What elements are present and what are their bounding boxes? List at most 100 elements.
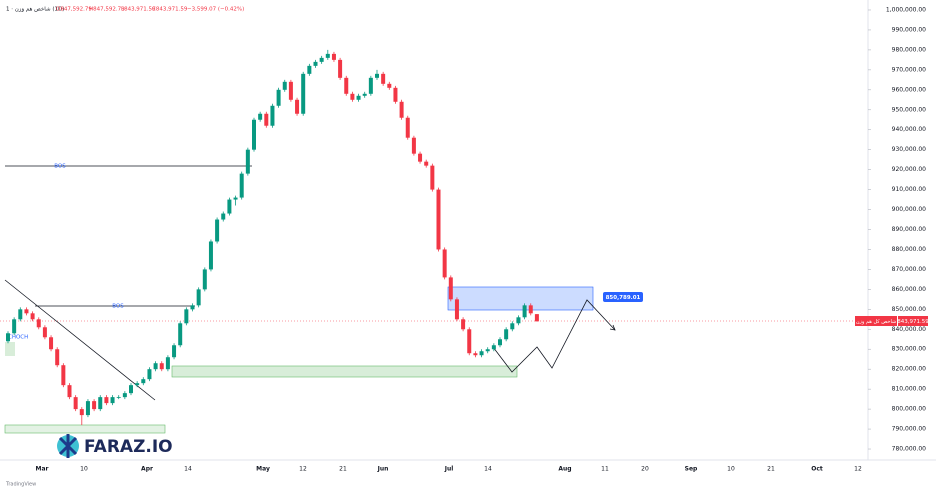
candle-body bbox=[129, 385, 133, 394]
y-tick-label: 850,000.00 bbox=[892, 306, 927, 313]
candle-body bbox=[510, 323, 515, 330]
candle-body bbox=[233, 197, 238, 200]
candle-body bbox=[504, 329, 509, 340]
candle-body bbox=[344, 77, 349, 94]
y-tick-label: 880,000.00 bbox=[892, 246, 927, 253]
candle-body bbox=[393, 87, 398, 102]
candle-body bbox=[30, 313, 35, 320]
symbol-title: 1 · شاخص هم وزن (1D) bbox=[6, 7, 64, 13]
candle-body bbox=[12, 319, 17, 334]
x-tick-label: Mar bbox=[36, 466, 49, 473]
y-tick-label: 930,000.00 bbox=[892, 146, 927, 153]
y-tick-label: 780,000.00 bbox=[892, 446, 927, 453]
y-tick-label: 910,000.00 bbox=[892, 186, 927, 193]
candle-body bbox=[338, 59, 343, 78]
y-tick-label: 970,000.00 bbox=[892, 66, 927, 73]
x-tick-label: May bbox=[256, 466, 270, 473]
ohlc-high: H847,592.79 bbox=[89, 7, 125, 13]
x-tick-label: 12 bbox=[299, 466, 307, 473]
y-tick-label: 830,000.00 bbox=[892, 346, 927, 353]
candle-body bbox=[73, 397, 78, 410]
candle-body bbox=[67, 385, 72, 398]
x-tick-label: 12 bbox=[854, 466, 862, 473]
candle-body bbox=[135, 383, 140, 386]
candle-body bbox=[141, 379, 146, 384]
candle-body bbox=[159, 363, 164, 370]
candle-body bbox=[436, 189, 441, 250]
candle-body bbox=[85, 401, 90, 416]
candle-body bbox=[442, 249, 447, 278]
candle-body bbox=[368, 77, 373, 94]
logo-text: FARAZ.IO bbox=[84, 437, 173, 457]
candle-body bbox=[49, 337, 54, 350]
candle-body bbox=[270, 105, 275, 126]
x-tick-label: 14 bbox=[184, 466, 192, 473]
bos-label: BOS bbox=[112, 304, 124, 310]
y-tick-label: 840,000.00 bbox=[892, 326, 927, 333]
candle-body bbox=[491, 345, 496, 350]
y-tick-label: 990,000.00 bbox=[892, 26, 927, 33]
x-tick-label: Sep bbox=[685, 466, 698, 473]
candle-body bbox=[454, 299, 459, 320]
candle-body bbox=[356, 95, 361, 100]
symbol-tag-label: شاخص کل هم وزن bbox=[856, 319, 896, 325]
candle-body bbox=[362, 93, 367, 96]
candle-body bbox=[178, 323, 183, 346]
candle-body bbox=[61, 365, 66, 386]
candle-body bbox=[245, 149, 250, 174]
candle-body bbox=[319, 57, 324, 62]
y-tick-label: 820,000.00 bbox=[892, 366, 927, 373]
candle-body bbox=[55, 349, 60, 366]
candle-body bbox=[153, 363, 158, 370]
candle-body bbox=[116, 397, 121, 398]
candle-body bbox=[405, 117, 410, 138]
candle-body bbox=[227, 199, 232, 214]
x-tick-label: Jun bbox=[377, 466, 389, 473]
candle-body bbox=[522, 305, 527, 318]
candle-body bbox=[295, 99, 300, 114]
ohlc-change: −3,599.07 (−0.42%) bbox=[187, 7, 244, 13]
candle-body bbox=[534, 314, 539, 322]
demand-zone bbox=[171, 365, 518, 378]
candle-body bbox=[92, 401, 97, 410]
candle-body bbox=[282, 81, 287, 90]
candle-body bbox=[122, 393, 127, 398]
candle-body bbox=[301, 73, 306, 114]
candle-body bbox=[331, 53, 336, 60]
candle-body bbox=[36, 319, 41, 328]
ohlc-close: C843,971.59 bbox=[152, 7, 188, 13]
ohlc-open: O847,592.79 bbox=[56, 7, 92, 13]
candle-body bbox=[479, 351, 484, 356]
x-tick-label: 10 bbox=[80, 466, 88, 473]
candle-body bbox=[288, 81, 293, 100]
x-tick-label: 10 bbox=[727, 466, 735, 473]
candle-body bbox=[202, 269, 207, 290]
candle-body bbox=[18, 309, 23, 320]
logo-cross bbox=[58, 434, 78, 458]
candle-body bbox=[221, 213, 226, 220]
candle-body bbox=[208, 241, 213, 270]
y-tick-label: 980,000.00 bbox=[892, 46, 927, 53]
candle-body bbox=[6, 333, 10, 342]
footer-brand: TradingView bbox=[5, 482, 36, 488]
candle-body bbox=[387, 83, 392, 88]
candle-body bbox=[430, 165, 435, 190]
candle-body bbox=[375, 73, 379, 78]
candle-body bbox=[467, 329, 472, 354]
candle-body bbox=[258, 113, 263, 120]
candle-body bbox=[79, 409, 84, 416]
candle-body bbox=[424, 161, 429, 166]
logo: FARAZ.IO bbox=[57, 434, 173, 458]
projection-path bbox=[492, 299, 616, 373]
x-tick-label: 21 bbox=[767, 466, 775, 473]
candle-body bbox=[104, 397, 109, 404]
last-price-tag bbox=[898, 316, 928, 326]
x-tick-label: 14 bbox=[484, 466, 492, 473]
candle-body bbox=[98, 397, 103, 410]
y-tick-label: 860,000.00 bbox=[892, 286, 927, 293]
plot bbox=[6, 49, 539, 426]
candle-body bbox=[516, 317, 521, 324]
candle-body bbox=[350, 93, 355, 100]
